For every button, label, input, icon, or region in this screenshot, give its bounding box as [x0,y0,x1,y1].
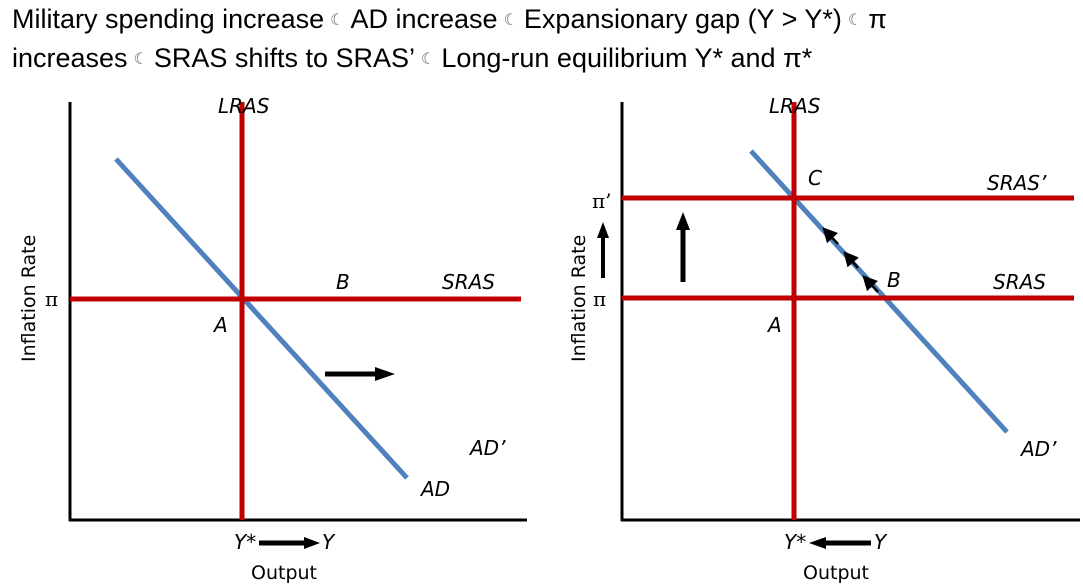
right-ad-prime-label: AD’ [1019,437,1057,461]
left-point-a: A [212,313,228,337]
right-panel: LRAS C SRAS’ SRAS B A AD’ π’ π Inflation… [568,94,1080,584]
right-y-label: Y [874,530,888,554]
right-pi-prime-tick: π’ [592,189,612,213]
left-y-label: Y [322,530,336,554]
left-ad-label: AD [419,477,450,501]
left-sras-label: SRAS [442,270,495,294]
right-y-axis-label: Inflation Rate [568,235,590,362]
left-ad-curve [114,157,409,480]
right-path-arrow-3 [822,227,839,245]
right-shift-up-arrowhead [676,212,690,230]
left-panel: LRAS SRAS B A AD’ AD π Inflation Rate Y*… [18,94,527,584]
title-step-4: π increases [12,4,887,73]
left-output-arrowhead [304,537,320,549]
right-ad-prime-curve [749,149,1009,434]
right-output-arrowhead [809,537,826,549]
title-step-1: Military spending increase [12,4,325,34]
separator-icon: ☾ [847,12,863,29]
title-step-3: Expansionary gap (Y > Y*) [523,4,842,34]
right-path-arrow-1 [862,275,879,293]
separator-icon: ☾ [503,12,518,29]
right-point-b: B [887,268,901,292]
separator-icon: ☾ [133,51,148,68]
separator-icon: ☾ [421,51,436,68]
separator-icon: ☾ [330,12,345,29]
diagram-title: Military spending increase ☾ AD increase ☾ E… [12,2,1077,80]
right-point-a: A [766,313,782,337]
left-y-axis-label: Inflation Rate [18,235,40,362]
left-lras-label: LRAS [218,94,270,118]
right-axis-up-arrowhead [597,222,609,238]
right-ystar-label: Y* [784,530,806,554]
right-lras-label: LRAS [769,94,821,118]
left-ystar-label: Y* [234,530,256,554]
left-point-b: B [336,270,350,294]
title-step-2: AD increase [350,4,498,34]
right-x-axis-label: Output [803,562,869,584]
title-step-5: SRAS shifts to SRAS’ [153,43,415,73]
right-sras-label: SRAS [993,270,1046,294]
title-step-6: Long-run equilibrium Y* and π* [441,43,813,73]
left-pi-tick: π [45,287,58,311]
left-shift-arrowhead [375,367,395,381]
right-sras-prime-label: SRAS’ [987,171,1047,195]
left-ad-prime-label: AD’ [468,436,506,460]
right-point-c: C [808,166,822,190]
left-x-axis-label: Output [251,562,317,584]
right-pi-tick: π [593,287,606,311]
right-path-arrow-2 [843,251,859,269]
